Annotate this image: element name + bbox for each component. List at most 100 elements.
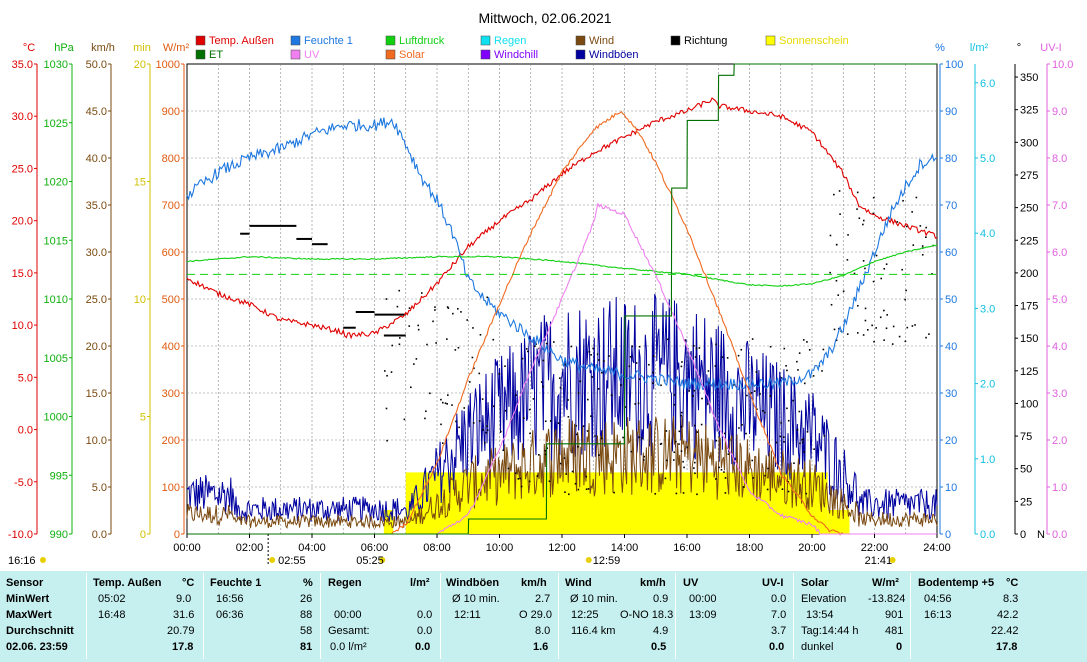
right-axis-tick-label: 2.0 (1052, 435, 1067, 447)
richtung-point (638, 345, 641, 348)
solar-elevation-label: Elevation (801, 593, 847, 605)
richtung-point (385, 407, 388, 410)
left-axis-unit: °C (23, 42, 35, 54)
boden-min-time: 04:56 (924, 593, 952, 605)
richtung-point (665, 430, 668, 432)
richtung-point (600, 437, 603, 440)
uv-current: 0.0 (769, 641, 785, 653)
richtung-point (682, 492, 685, 494)
richtung-point (693, 345, 695, 347)
richtung-point (557, 422, 560, 424)
richtung-point (680, 414, 682, 417)
regen-max-value: 0.0 (417, 609, 433, 621)
right-axis-tick-label: 300 (1020, 137, 1038, 149)
right-axis-tick-label: 0 (945, 529, 951, 541)
richtung-point (673, 403, 676, 406)
right-axis-tick-label: 225 (1020, 235, 1038, 247)
windboeen-title: Windböen (446, 577, 500, 589)
right-axis-tick-label: 3.0 (1052, 388, 1067, 400)
richtung-point (544, 453, 547, 456)
marker-label-sunset: 21:41 (865, 555, 893, 567)
richtung-point (435, 342, 437, 344)
right-axis-tick-label: 50 (1020, 464, 1032, 476)
richtung-point (468, 381, 471, 383)
richtung-point (441, 442, 444, 444)
richtung-point (885, 327, 888, 330)
right-axis-tick-label: 175 (1020, 301, 1038, 313)
right-axis-tick-label: 150 (1020, 333, 1038, 345)
series-et (187, 63, 937, 535)
richtung-point (528, 408, 531, 411)
windboeen-avg10-value: 2.7 (535, 593, 551, 605)
richtung-point (724, 477, 727, 479)
richtung-point (386, 439, 388, 442)
richtung-point (574, 482, 577, 485)
weather-chart: 00:00 02:00 04:00 06:00 08:00 10:00 12:00 14:00… (8, 10, 1074, 567)
richtung-point (553, 341, 555, 343)
feuchte-max-value: 88 (300, 609, 313, 621)
series-luftdruck (186, 244, 938, 287)
richtung-point (521, 357, 524, 360)
wind-unit: km/h (640, 577, 666, 589)
richtung-point (797, 369, 799, 371)
richtung-point (486, 425, 488, 427)
left-axis-tick-label: 40.0 (86, 153, 107, 165)
richtung-point (867, 329, 869, 331)
richtung-point (592, 347, 594, 350)
right-axis-tick-label: 3.0 (980, 303, 995, 315)
richtung-point (413, 363, 415, 365)
richtung-point (457, 346, 460, 349)
richtung-point (692, 395, 694, 397)
richtung-point (912, 244, 915, 246)
richtung-point (737, 354, 740, 357)
right-axis-tick-label: 9.0 (1052, 106, 1067, 118)
left-axis-tick-label: 20 (134, 59, 146, 71)
richtung-point (417, 324, 419, 327)
richtung-point (483, 442, 486, 444)
temp-unit: °C (182, 577, 195, 589)
richtung-point (864, 267, 866, 270)
x-tick-label: 08:00 (423, 542, 451, 554)
series-temp-au-en (186, 97, 938, 340)
richtung-point (723, 432, 726, 435)
richtung-point (403, 418, 406, 421)
richtung-point (801, 441, 804, 444)
richtung-point (638, 378, 641, 380)
legend-swatch (385, 49, 396, 60)
richtung-point (628, 365, 631, 368)
left-axis-tick-label: 15.0 (12, 268, 33, 280)
richtung-point (701, 397, 703, 400)
left-axis-tick-label: 1020 (44, 177, 68, 189)
richtung-point (597, 388, 600, 390)
richtung-point (780, 377, 783, 379)
richtung-point (921, 245, 924, 247)
richtung-point (858, 217, 861, 220)
legend-label: Richtung (684, 35, 727, 47)
richtung-point (634, 403, 636, 405)
wind-max-time: 12:25 (571, 609, 599, 621)
richtung-point (787, 419, 790, 422)
richtung-point (842, 290, 845, 293)
richtung-point (746, 394, 748, 397)
x-tick-label: 00:00 (173, 542, 201, 554)
richtung-point (740, 348, 743, 351)
richtung-point (478, 372, 481, 375)
richtung-point (408, 307, 411, 309)
richtung-point (447, 394, 449, 396)
richtung-point (700, 423, 703, 426)
x-tick-label: 02:00 (236, 542, 264, 554)
right-axis-tick-label: 20 (945, 435, 957, 447)
richtung-point (693, 461, 696, 464)
left-axis-unit: hPa (54, 42, 74, 54)
boden-title: Bodentemp +5 (918, 577, 995, 589)
right-axis-tick-label: 6.0 (1052, 247, 1067, 259)
legend-swatch (575, 35, 586, 46)
richtung-point (587, 488, 590, 490)
richtung-point (500, 430, 502, 433)
richtung-point (452, 312, 454, 315)
richtung-point (715, 343, 717, 346)
richtung-point (540, 381, 543, 383)
richtung-point (856, 208, 858, 210)
richtung-point (806, 431, 809, 433)
richtung-point (741, 423, 743, 426)
